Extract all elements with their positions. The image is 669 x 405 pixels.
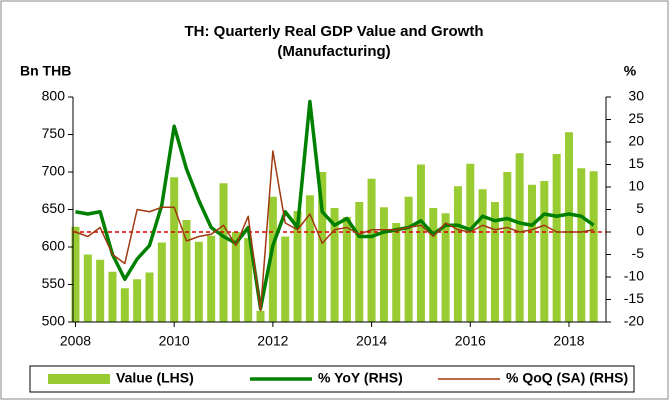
bar — [564, 132, 573, 322]
legend-swatch — [48, 374, 110, 384]
bar — [256, 310, 265, 322]
bar — [478, 189, 487, 322]
bar — [268, 196, 277, 322]
bar — [293, 211, 302, 322]
bar — [83, 254, 92, 322]
y-tick-label: 600 — [42, 238, 66, 254]
bar — [330, 208, 339, 322]
bar — [392, 223, 401, 322]
y2-tick-label: 20 — [628, 133, 644, 149]
bar — [552, 154, 561, 322]
x-tick-label: 2012 — [257, 333, 288, 349]
bar — [170, 177, 179, 322]
y2-tick-label: 25 — [628, 110, 644, 126]
bar — [490, 202, 499, 322]
bar — [416, 164, 425, 322]
bar — [515, 153, 524, 322]
bar — [453, 186, 462, 322]
bar — [281, 236, 290, 322]
bar — [404, 196, 413, 322]
bar — [527, 184, 536, 322]
bar — [367, 178, 376, 322]
y2-tick-label: 30 — [628, 88, 644, 104]
bar — [96, 259, 105, 322]
y2-tick-label: -15 — [624, 290, 644, 306]
bar — [577, 168, 586, 322]
y2-axis-label: % — [624, 63, 637, 79]
y2-tick-label: -5 — [632, 245, 645, 261]
bar — [589, 171, 598, 322]
x-tick-label: 2010 — [159, 333, 190, 349]
chart-subtitle: (Manufacturing) — [277, 43, 390, 60]
bar — [182, 220, 191, 322]
line-series — [75, 99, 595, 311]
bar — [342, 217, 351, 322]
bar — [194, 241, 203, 322]
y-tick-label: 550 — [42, 275, 66, 291]
bar — [429, 208, 438, 322]
bar — [244, 238, 253, 322]
bar — [71, 226, 80, 322]
bar — [379, 207, 388, 322]
legend-box — [29, 365, 635, 393]
bar — [318, 172, 327, 322]
bar — [540, 181, 549, 322]
x-tick-label: 2018 — [553, 333, 584, 349]
bar — [503, 172, 512, 322]
y2-tick-label: 5 — [636, 200, 644, 216]
bar — [466, 163, 475, 322]
bar — [145, 272, 154, 322]
y2-tick-label: 15 — [628, 155, 644, 171]
bar — [219, 183, 228, 322]
chart-title: TH: Quarterly Real GDP Value and Growth — [185, 23, 484, 40]
bar — [157, 242, 166, 322]
legend-label: Value (LHS) — [116, 370, 194, 386]
bar — [231, 232, 240, 322]
y2-tick-label: -20 — [624, 313, 644, 329]
line-series — [75, 150, 594, 312]
y-tick-label: 750 — [42, 125, 66, 141]
legend-label: % QoQ (SA) (RHS) — [506, 370, 628, 386]
bar — [133, 279, 142, 322]
bar — [441, 213, 450, 322]
y-tick-label: 500 — [42, 313, 66, 329]
y-tick-label: 800 — [42, 88, 66, 104]
bar — [355, 202, 364, 322]
bar — [305, 195, 314, 322]
x-tick-label: 2008 — [60, 333, 91, 349]
legend-label: % YoY (RHS) — [318, 370, 403, 386]
y2-tick-label: -10 — [624, 268, 644, 284]
y2-tick-label: 10 — [628, 178, 644, 194]
bar — [207, 235, 216, 322]
x-tick-label: 2016 — [455, 333, 486, 349]
bar — [120, 288, 129, 322]
x-tick-label: 2014 — [356, 333, 387, 349]
bar — [108, 271, 117, 322]
y-tick-label: 700 — [42, 163, 66, 179]
y-axis-label: Bn THB — [20, 63, 71, 79]
y-tick-label: 650 — [42, 200, 66, 216]
y2-tick-label: 0 — [636, 223, 644, 239]
